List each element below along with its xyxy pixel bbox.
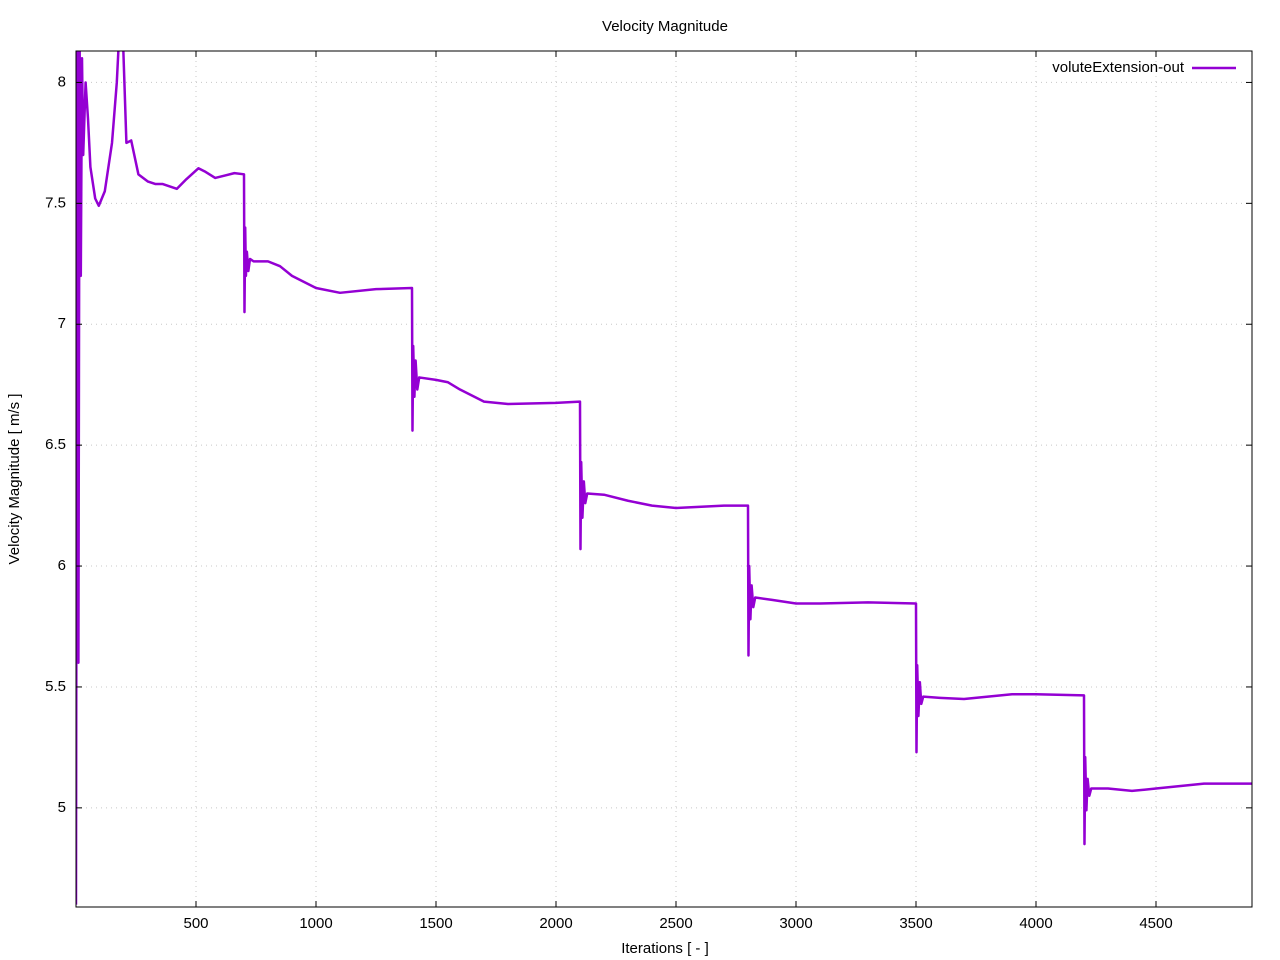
grid [76, 51, 1252, 907]
y-tick-label: 7 [58, 315, 66, 332]
y-tick-label: 8 [58, 73, 66, 90]
y-axis-label: Velocity Magnitude [ m/s ] [6, 394, 23, 565]
x-tick-label: 3500 [899, 915, 932, 932]
legend-label: voluteExtension-out [1052, 59, 1185, 76]
x-tick-label: 2000 [539, 915, 572, 932]
x-tick-label: 2500 [659, 915, 692, 932]
data-line [76, 51, 1252, 905]
chart-title: Velocity Magnitude [602, 18, 728, 35]
x-tick-label: 500 [183, 915, 208, 932]
y-tick-label: 6.5 [45, 436, 66, 453]
x-tick-label: 4500 [1139, 915, 1172, 932]
x-tick-label: 3000 [779, 915, 812, 932]
x-tick-label: 4000 [1019, 915, 1052, 932]
y-tick-label: 5.5 [45, 678, 66, 695]
plot-area [76, 51, 1252, 905]
plot-frame [75, 50, 1253, 908]
x-tick-label: 1500 [419, 915, 452, 932]
x-tick-label: 1000 [299, 915, 332, 932]
x-axis-label: Iterations [ - ] [621, 940, 709, 957]
y-tick-label: 6 [58, 557, 66, 574]
y-tick-label: 5 [58, 799, 66, 816]
y-tick-label: 7.5 [45, 194, 66, 211]
